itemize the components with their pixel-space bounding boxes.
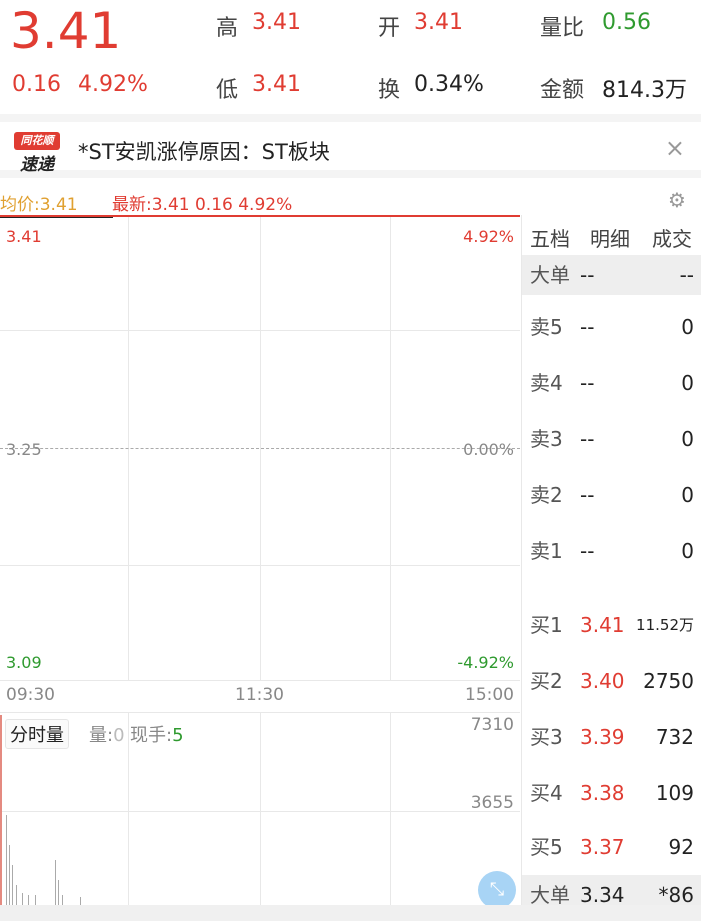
- asks-row: 卖5 -- 0: [530, 315, 694, 339]
- current-hand: 现手:5: [130, 725, 184, 746]
- asks-row: 卖2 -- 0: [530, 483, 694, 507]
- asks-row: 卖4 -- 0: [530, 371, 694, 395]
- tab-details[interactable]: 明细: [590, 227, 630, 251]
- order-book: 五档 明细 成交 大单 -- -- 卖5 -- 0 卖4 -- 0 卖3 -- 0 卖2 -- 0 卖1 --…: [521, 215, 701, 915]
- volume-bar: [22, 893, 23, 905]
- bids-row: 买3 3.39 732: [530, 725, 694, 749]
- price-change: 0.16: [12, 72, 61, 97]
- time-end: 15:00: [465, 685, 514, 705]
- vol-ratio-label: 量比: [540, 16, 585, 41]
- y-top: 3.41: [6, 227, 42, 246]
- pct-mid: 0.00%: [463, 440, 514, 459]
- ths-logo: 同花顺 速递: [14, 132, 60, 176]
- volume-bar: [0, 715, 2, 905]
- bids-row: 买2 3.40 2750: [530, 669, 694, 693]
- news-text[interactable]: *ST安凯涨停原因：ST板块: [78, 140, 330, 164]
- tab-trades[interactable]: 成交: [652, 227, 692, 251]
- low-value: 3.41: [252, 72, 301, 97]
- volume-bar: [12, 865, 13, 905]
- high-label: 高: [216, 16, 239, 41]
- news-banner[interactable]: 同花顺 速递 *ST安凯涨停原因：ST板块 ×: [0, 114, 701, 178]
- low-label: 低: [216, 78, 239, 103]
- volume-bar: [16, 885, 17, 905]
- volume-bar: [35, 895, 36, 905]
- bottom-bar: [0, 905, 701, 921]
- y-mid: 3.25: [6, 440, 42, 459]
- pct-top: 4.92%: [463, 227, 514, 246]
- volume-bar: [28, 895, 29, 905]
- open-value: 3.41: [414, 10, 463, 35]
- volume-mode-button[interactable]: 分时量: [5, 719, 69, 749]
- high-value: 3.41: [252, 10, 301, 35]
- time-mid: 11:30: [235, 685, 284, 705]
- big-order-top: 大单 -- --: [522, 255, 701, 295]
- avg-price-label: 均价:3.41: [0, 190, 113, 218]
- volume-bar: [58, 880, 59, 905]
- vol-mid: 3655: [470, 793, 514, 813]
- bids-row: 买4 3.38 109: [530, 781, 694, 805]
- vol-ratio-value: 0.56: [602, 10, 651, 35]
- volume-bar: [6, 815, 7, 905]
- asks-row: 卖1 -- 0: [530, 539, 694, 563]
- price-line: [0, 215, 520, 217]
- volume-bar: [55, 860, 56, 905]
- last-price: 3.41: [10, 2, 122, 60]
- settings-icon[interactable]: ⚙: [668, 188, 686, 212]
- bids-row: 买1 3.41 11.52万: [530, 613, 694, 637]
- vol-max: 7310: [470, 715, 514, 735]
- y-bot: 3.09: [6, 653, 42, 672]
- time-start: 09:30: [6, 685, 55, 705]
- intraday-chart: 3.41 3.25 3.09 4.92% 0.00% -4.92% 09:30 …: [0, 215, 520, 909]
- bids-row: 买5 3.37 92: [530, 835, 694, 859]
- volume-bar: [80, 897, 81, 905]
- asks-row: 卖3 -- 0: [530, 427, 694, 451]
- tab-five-levels[interactable]: 五档: [530, 223, 570, 258]
- expand-icon[interactable]: ⤡: [478, 871, 516, 909]
- close-icon[interactable]: ×: [664, 134, 685, 162]
- pct-bot: -4.92%: [457, 653, 514, 672]
- amount-label: 金额: [540, 78, 585, 103]
- volume-bar: [9, 845, 10, 905]
- turnover-label: 换: [378, 78, 401, 103]
- turnover-value: 0.34%: [414, 72, 484, 97]
- amount-value: 814.3万: [602, 78, 687, 103]
- big-order-bottom: 大单 3.34 *86: [522, 875, 701, 915]
- volume-bar: [62, 895, 63, 905]
- price-change-pct: 4.92%: [78, 72, 148, 97]
- latest-label: 最新:3.41 0.16 4.92%: [112, 195, 293, 215]
- open-label: 开: [378, 16, 401, 41]
